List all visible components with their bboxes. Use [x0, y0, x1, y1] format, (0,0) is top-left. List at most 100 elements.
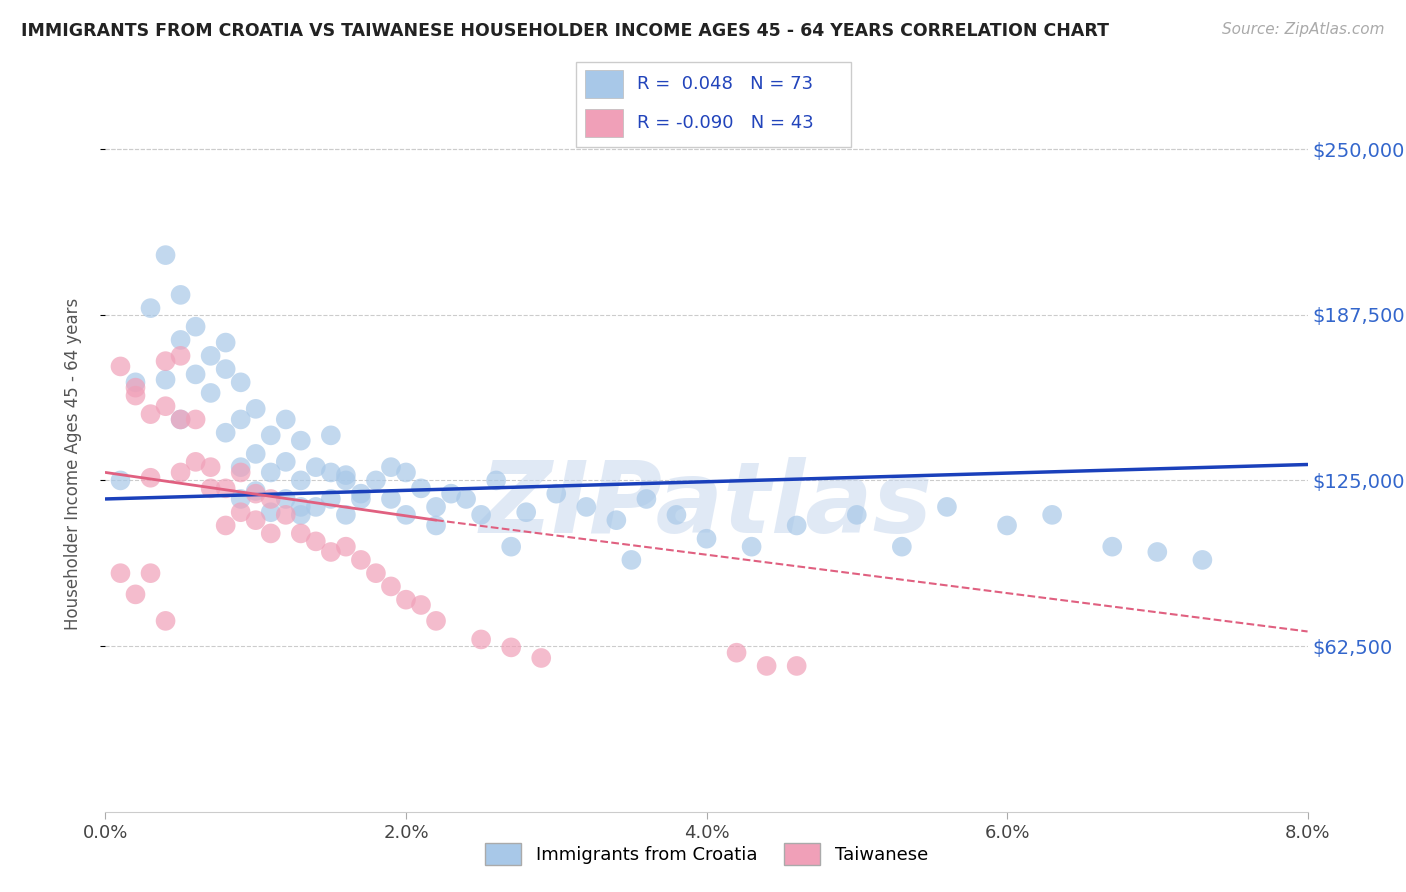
- Point: [395, 592, 418, 607]
- Text: R =  0.048   N = 73: R = 0.048 N = 73: [637, 75, 813, 93]
- Point: [501, 540, 523, 554]
- Point: [184, 455, 207, 469]
- Point: [229, 505, 252, 519]
- Point: [395, 508, 418, 522]
- Point: [335, 468, 357, 483]
- Point: [1101, 540, 1123, 554]
- Point: [290, 474, 312, 488]
- Point: [290, 526, 312, 541]
- Point: [200, 386, 222, 401]
- Point: [786, 659, 808, 673]
- Point: [245, 401, 267, 416]
- Point: [229, 466, 252, 480]
- Point: [155, 373, 177, 387]
- Point: [214, 425, 236, 440]
- Point: [530, 651, 553, 665]
- Bar: [585, 109, 623, 137]
- Point: [110, 359, 132, 374]
- Text: IMMIGRANTS FROM CROATIA VS TAIWANESE HOUSEHOLDER INCOME AGES 45 - 64 YEARS CORRE: IMMIGRANTS FROM CROATIA VS TAIWANESE HOU…: [21, 22, 1109, 40]
- Point: [290, 434, 312, 448]
- Point: [184, 368, 207, 382]
- Point: [169, 412, 191, 426]
- Point: [425, 614, 447, 628]
- Point: [725, 646, 748, 660]
- Point: [350, 491, 373, 506]
- Point: [1146, 545, 1168, 559]
- Point: [155, 399, 177, 413]
- Point: [364, 566, 387, 581]
- Point: [200, 349, 222, 363]
- Point: [319, 491, 342, 506]
- Point: [214, 335, 236, 350]
- Legend: Immigrants from Croatia, Taiwanese: Immigrants from Croatia, Taiwanese: [478, 836, 935, 872]
- Point: [214, 481, 236, 495]
- Point: [260, 491, 283, 506]
- Point: [350, 553, 373, 567]
- Point: [274, 491, 297, 506]
- Point: [696, 532, 718, 546]
- Point: [260, 526, 283, 541]
- Point: [200, 481, 222, 495]
- Point: [155, 248, 177, 262]
- Point: [605, 513, 627, 527]
- Point: [755, 659, 778, 673]
- Point: [169, 288, 191, 302]
- Point: [139, 471, 162, 485]
- Point: [380, 460, 402, 475]
- Point: [110, 566, 132, 581]
- Point: [229, 412, 252, 426]
- Point: [890, 540, 912, 554]
- Point: [501, 640, 523, 655]
- Point: [245, 486, 267, 500]
- Point: [274, 412, 297, 426]
- Point: [454, 491, 477, 506]
- Point: [184, 319, 207, 334]
- Point: [636, 491, 658, 506]
- Point: [395, 466, 418, 480]
- Point: [409, 598, 432, 612]
- Text: ZIPatlas: ZIPatlas: [479, 457, 934, 554]
- Point: [335, 508, 357, 522]
- Text: R = -0.090   N = 43: R = -0.090 N = 43: [637, 114, 814, 132]
- Point: [380, 491, 402, 506]
- Point: [155, 354, 177, 368]
- Point: [245, 483, 267, 498]
- Point: [575, 500, 598, 514]
- Point: [335, 474, 357, 488]
- Point: [290, 500, 312, 514]
- Point: [364, 474, 387, 488]
- Point: [155, 614, 177, 628]
- Point: [425, 518, 447, 533]
- Point: [214, 362, 236, 376]
- Point: [335, 540, 357, 554]
- Point: [124, 376, 146, 390]
- Point: [741, 540, 763, 554]
- Point: [124, 587, 146, 601]
- Point: [260, 428, 283, 442]
- Point: [110, 474, 132, 488]
- Point: [139, 407, 162, 421]
- Point: [786, 518, 808, 533]
- Point: [305, 460, 328, 475]
- Text: Source: ZipAtlas.com: Source: ZipAtlas.com: [1222, 22, 1385, 37]
- Point: [184, 412, 207, 426]
- Point: [409, 481, 432, 495]
- Bar: [585, 70, 623, 98]
- Point: [425, 500, 447, 514]
- Point: [229, 376, 252, 390]
- Point: [936, 500, 959, 514]
- Point: [290, 508, 312, 522]
- Point: [169, 349, 191, 363]
- Point: [319, 545, 342, 559]
- Point: [124, 381, 146, 395]
- Point: [845, 508, 868, 522]
- Point: [139, 301, 162, 315]
- Point: [245, 447, 267, 461]
- Point: [1191, 553, 1213, 567]
- Point: [200, 460, 222, 475]
- Point: [305, 534, 328, 549]
- Point: [305, 500, 328, 514]
- Point: [245, 513, 267, 527]
- Point: [169, 466, 191, 480]
- Point: [380, 579, 402, 593]
